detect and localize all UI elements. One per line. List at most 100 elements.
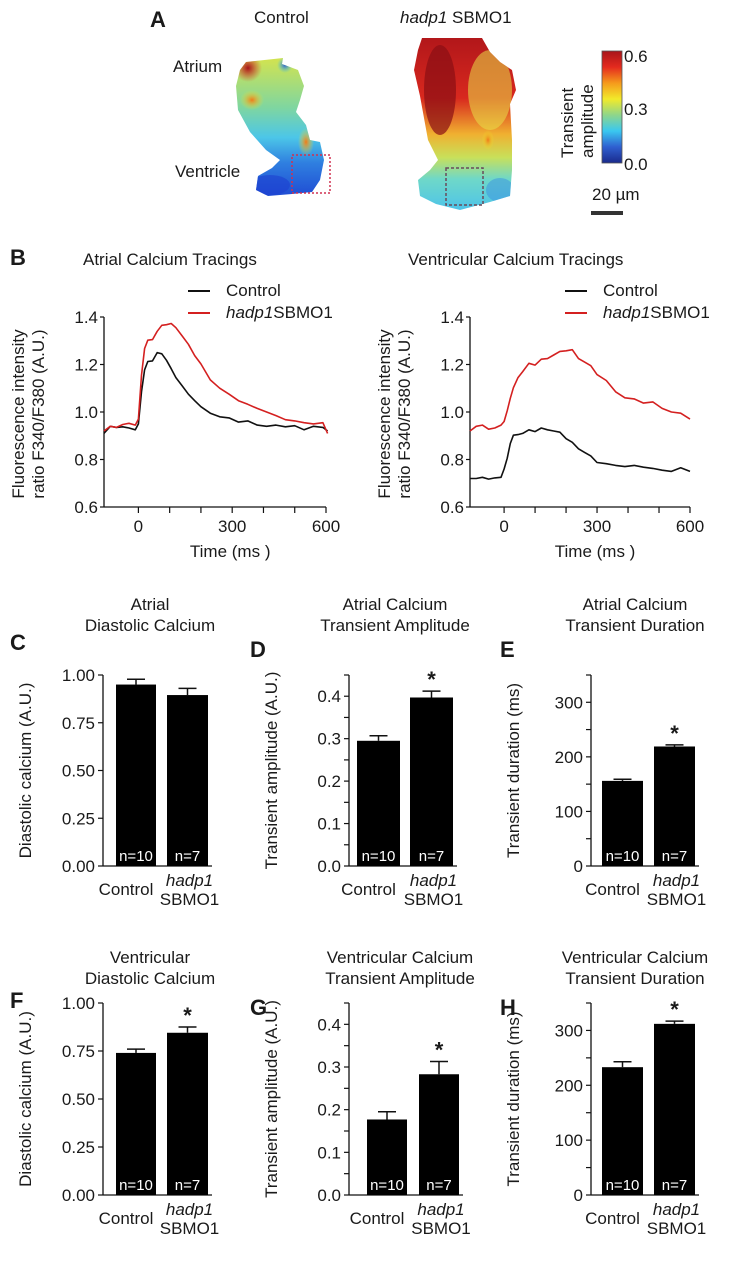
treated-heatmap-title: hadp1 SBMO1 xyxy=(400,8,512,27)
chart-G: G Ventricular Calcium Transient Amplitude 0… xyxy=(250,948,475,1238)
category-label-hadp1: hadp1 xyxy=(166,1200,213,1219)
chart-title-line1: Atrial xyxy=(131,595,170,614)
y-tick-label: 1.00 xyxy=(62,666,95,685)
bar-control xyxy=(367,1119,407,1195)
chart-title-line1: Ventricular xyxy=(110,948,191,967)
chart-H: H Ventricular Calcium Transient Duration 0 1… xyxy=(500,948,708,1238)
bar-hadp1-sbmo1 xyxy=(419,1074,459,1195)
chart-title-line2: Transient Amplitude xyxy=(320,616,470,635)
charts: B Atrial Calcium Tracings 0.6 0.8 1.0 1.2 1.4 0… xyxy=(9,245,710,1238)
category-label-hadp1: hadp1 xyxy=(653,871,700,890)
y-axis-label: Transient duration (ms) xyxy=(504,683,523,858)
chart-title-line1: Atrial Calcium xyxy=(583,595,688,614)
chart-title-line2: Diastolic Calcium xyxy=(85,616,215,635)
bar-control xyxy=(357,740,400,866)
y-tick-label: 300 xyxy=(555,1021,583,1040)
chart-title-line2: Diastolic Calcium xyxy=(85,969,215,988)
colorbar-label-line2: amplitude xyxy=(578,84,597,158)
colorbar-min: 0.0 xyxy=(624,155,648,174)
panel-letter-f: F xyxy=(10,988,23,1013)
y-tick-label: 0.8 xyxy=(74,451,98,470)
category-label-sbmo1: SBMO1 xyxy=(404,890,464,909)
y-tick-label: 0.2 xyxy=(317,772,341,791)
y-axis-label-line2: ratio F340/F380 (A.U.) xyxy=(29,329,48,498)
category-label-control: Control xyxy=(585,880,640,899)
y-tick-label: 0.00 xyxy=(62,1186,95,1205)
y-tick-label: 0 xyxy=(574,1186,583,1205)
atrium-label: Atrium xyxy=(173,57,222,76)
y-tick-label: 0.2 xyxy=(317,1101,341,1120)
y-tick-label: 100 xyxy=(555,802,583,821)
n-label: n=7 xyxy=(175,1177,200,1194)
y-tick-label: 0.6 xyxy=(440,498,464,517)
x-tick-label: 300 xyxy=(583,517,611,536)
chart-B-right: Ventricular Calcium Tracings 0.6 0.8 1.0 1.2… xyxy=(375,250,710,561)
y-tick-label: 200 xyxy=(555,748,583,767)
category-label-hadp1: hadp1 xyxy=(166,871,213,890)
category-label-sbmo1: SBMO1 xyxy=(160,1219,220,1238)
y-tick-label: 0.4 xyxy=(317,687,341,706)
y-tick-label: 1.2 xyxy=(440,356,464,375)
chart-B-left: B Atrial Calcium Tracings 0.6 0.8 1.0 1.2 1.4 0… xyxy=(9,245,340,561)
significance-star: * xyxy=(670,721,679,746)
panel-letter-g: G xyxy=(250,995,267,1020)
control-roi-box xyxy=(291,154,331,194)
y-tick-label: 300 xyxy=(555,693,583,712)
y-tick-label: 1.4 xyxy=(440,308,464,327)
chart-title-line2: Transient Amplitude xyxy=(325,969,475,988)
n-label: n=7 xyxy=(662,848,687,865)
x-tick-label: 0 xyxy=(499,517,508,536)
treated-title-rest: SBMO1 xyxy=(447,8,511,27)
x-axis-label: Time (ms ) xyxy=(555,542,636,561)
panel-a: A Control hadp1 SBMO1 Atrium Ventricle 0… xyxy=(150,7,648,215)
y-axis-label: Transient duration (ms) xyxy=(504,1011,523,1186)
scale-bar-label: 20 µm xyxy=(592,185,640,204)
colorbar-label-line1: Transient xyxy=(558,87,577,158)
chart-title-line2: Transient Duration xyxy=(565,969,704,988)
y-axis-label-line2: ratio F340/F380 (A.U.) xyxy=(395,329,414,498)
bar-control xyxy=(602,1067,643,1195)
series-line-control xyxy=(470,427,691,480)
y-tick-label: 0.0 xyxy=(317,857,341,876)
y-tick-label: 0.6 xyxy=(74,498,98,517)
bar-hadp1-sbmo1 xyxy=(167,695,208,866)
bar-hadp1-sbmo1 xyxy=(167,1032,208,1195)
y-tick-label: 1.4 xyxy=(74,308,98,327)
x-tick-label: 600 xyxy=(312,517,340,536)
colorbar-gradient xyxy=(601,50,623,164)
bar-control xyxy=(602,780,643,866)
category-label-control: Control xyxy=(585,1209,640,1228)
category-label-control: Control xyxy=(99,1209,154,1228)
bar-hadp1-sbmo1 xyxy=(654,746,695,866)
category-label-sbmo1: SBMO1 xyxy=(647,1219,707,1238)
category-label-control: Control xyxy=(350,1209,405,1228)
chart-title-line1: Ventricular Calcium xyxy=(562,948,708,967)
chart-title: Atrial Calcium Tracings xyxy=(83,250,257,269)
y-axis-label: Transient amplitude (A.U.) xyxy=(262,1000,281,1198)
panel-letter-b: B xyxy=(10,245,26,270)
y-axis-label-line1: Fluorescence intensity xyxy=(9,329,28,499)
y-tick-label: 1.2 xyxy=(74,356,98,375)
chart-title-line2: Transient Duration xyxy=(565,616,704,635)
n-label: n=10 xyxy=(119,1177,153,1194)
y-tick-label: 0.8 xyxy=(440,451,464,470)
significance-star: * xyxy=(183,1003,192,1028)
n-label: n=10 xyxy=(362,848,396,865)
category-label-control: Control xyxy=(341,880,396,899)
n-label: n=10 xyxy=(606,848,640,865)
category-label-sbmo1: SBMO1 xyxy=(647,890,707,909)
y-tick-label: 0.3 xyxy=(317,1058,341,1077)
category-label-sbmo1: SBMO1 xyxy=(160,890,220,909)
chart-E: E Atrial Calcium Transient Duration 0 100 200… xyxy=(500,595,706,909)
n-label: n=10 xyxy=(119,848,153,865)
chart-title-line1: Atrial Calcium xyxy=(343,595,448,614)
chart-title-line1: Ventricular Calcium xyxy=(327,948,473,967)
chart-C: C Atrial Diastolic Calcium 0.00 0.25 0.50 0.75… xyxy=(10,595,219,909)
y-tick-label: 0.25 xyxy=(62,1138,95,1157)
colorbar-max: 0.6 xyxy=(624,47,648,66)
panel-letter-e: E xyxy=(500,637,515,662)
y-tick-label: 0.50 xyxy=(62,762,95,781)
n-label: n=7 xyxy=(662,1177,687,1194)
series-line-hadp1-sbmo1 xyxy=(469,348,691,432)
y-tick-label: 0.3 xyxy=(317,730,341,749)
